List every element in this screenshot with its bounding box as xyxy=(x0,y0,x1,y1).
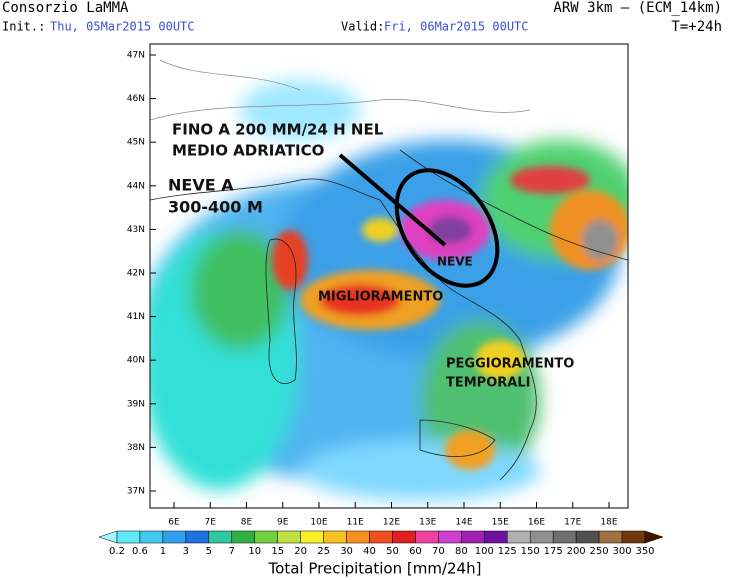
valid-label: Valid: xyxy=(341,20,384,34)
title-right: ARW 3km – (ECM_14km) xyxy=(553,0,722,16)
colorbar-swatch xyxy=(392,530,416,544)
lat-label: 42N xyxy=(127,269,145,279)
colorbar-label: 125 xyxy=(498,546,517,557)
title-left: Consorzio LaMMA xyxy=(2,0,129,16)
map-frame xyxy=(149,43,629,509)
lon-label: 9E xyxy=(277,518,289,528)
colorbar-label: 150 xyxy=(521,546,540,557)
map-annotation: TEMPORALI xyxy=(446,376,530,391)
lat-label: 39N xyxy=(127,399,145,409)
colorbar-swatch xyxy=(484,530,508,544)
colorbar-swatch xyxy=(598,530,623,544)
lon-label: 18E xyxy=(600,518,617,528)
colorbar-label: 7 xyxy=(229,546,235,557)
colorbar-swatch xyxy=(575,530,600,544)
colorbar-swatch xyxy=(507,530,531,544)
colorbar-label: 15 xyxy=(271,546,284,557)
colorbar-label: 250 xyxy=(590,546,609,557)
lon-label: 14E xyxy=(455,518,472,528)
lat-label: 43N xyxy=(127,225,145,235)
lon-label: 8E xyxy=(241,518,253,528)
colorbar-swatch xyxy=(277,530,301,544)
map-annotation: FINO A 200 MM/24 H NEL xyxy=(172,121,384,139)
init-label: Init.: xyxy=(2,20,45,34)
lat-label: 41N xyxy=(127,312,145,322)
init-value: Thu, 05Mar2015 00UTC xyxy=(50,20,195,34)
map-annotation: MEDIO ADRIATICO xyxy=(172,142,324,160)
colorbar-label: 25 xyxy=(317,546,330,557)
colorbar-swatch xyxy=(438,530,462,544)
colorbar-swatch xyxy=(116,530,141,544)
colorbar-swatch xyxy=(323,530,347,544)
colorbar-label: 20 xyxy=(294,546,307,557)
colorbar-label: 0.6 xyxy=(132,546,148,557)
colorbar-swatch xyxy=(461,530,485,544)
colorbar-label: 350 xyxy=(635,546,654,557)
lat-label: 37N xyxy=(127,487,145,497)
colorbar-end xyxy=(98,530,118,544)
colorbar-swatch xyxy=(208,530,233,544)
lon-label: 7E xyxy=(205,518,217,528)
map-annotation: PEGGIORAMENTO xyxy=(446,357,574,372)
lat-label: 38N xyxy=(127,443,145,453)
map-annotation: 300-400 M xyxy=(168,198,263,217)
colorbar-label: 5 xyxy=(206,546,212,557)
colorbar-swatch xyxy=(621,530,646,544)
map xyxy=(150,44,628,508)
colorbar-swatch xyxy=(369,530,393,544)
colorbar-label: 70 xyxy=(432,546,445,557)
valid-value: Fri, 06Mar2015 00UTC xyxy=(384,20,529,34)
lon-label: 15E xyxy=(492,518,509,528)
colorbar-label: 100 xyxy=(475,546,494,557)
lat-label: 46N xyxy=(127,94,145,104)
lon-label: 16E xyxy=(528,518,545,528)
colorbar-label: 175 xyxy=(544,546,563,557)
lat-label: 44N xyxy=(127,181,145,191)
map-annotation: NEVE xyxy=(437,255,473,269)
lon-label: 12E xyxy=(383,518,400,528)
colorbar-label: 50 xyxy=(386,546,399,557)
colorbar-swatch xyxy=(529,530,554,544)
map-annotation: NEVE A xyxy=(168,176,234,195)
colorbar-label: 300 xyxy=(612,546,631,557)
lat-label: 45N xyxy=(127,138,145,148)
lon-label: 13E xyxy=(419,518,436,528)
colorbar-end xyxy=(644,530,664,544)
colorbar-title: Total Precipitation [mm/24h] xyxy=(268,560,482,578)
colorbar-swatch xyxy=(552,530,577,544)
colorbar-label: 0.2 xyxy=(109,546,125,557)
lon-label: 11E xyxy=(347,518,364,528)
colorbar-swatch xyxy=(139,530,164,544)
lat-label: 40N xyxy=(127,356,145,366)
colorbar-label: 40 xyxy=(363,546,376,557)
colorbar-swatch xyxy=(415,530,439,544)
lead-time: T=+24h xyxy=(671,19,722,35)
colorbar-swatch xyxy=(231,530,255,544)
colorbar-label: 1 xyxy=(160,546,166,557)
colorbar-label: 60 xyxy=(409,546,422,557)
colorbar-label: 10 xyxy=(248,546,261,557)
colorbar-label: 3 xyxy=(183,546,189,557)
lon-label: 6E xyxy=(168,518,180,528)
lon-label: 10E xyxy=(310,518,327,528)
colorbar-label: 30 xyxy=(340,546,353,557)
colorbar-swatch xyxy=(254,530,278,544)
colorbar-swatch xyxy=(300,530,324,544)
colorbar-swatch xyxy=(346,530,370,544)
colorbar-swatch xyxy=(185,530,210,544)
colorbar-label: 200 xyxy=(567,546,586,557)
colorbar-swatch xyxy=(162,530,187,544)
map-annotation: MIGLIORAMENTO xyxy=(318,290,443,305)
colorbar-label: 80 xyxy=(455,546,468,557)
lon-label: 17E xyxy=(564,518,581,528)
lat-label: 47N xyxy=(127,51,145,61)
